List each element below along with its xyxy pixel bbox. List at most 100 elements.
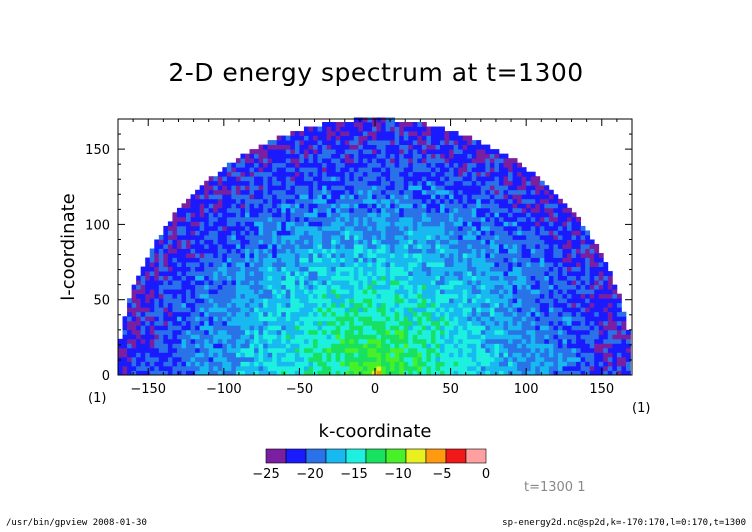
field-cell (353, 158, 359, 164)
field-cell (362, 325, 368, 331)
field-cell (530, 189, 536, 195)
field-cell (294, 370, 300, 376)
field-cell (313, 289, 318, 295)
field-cell (521, 189, 527, 195)
field-cell (235, 194, 241, 200)
field-cell (244, 302, 250, 308)
field-cell (186, 203, 191, 209)
field-cell (349, 207, 355, 213)
field-cell (553, 352, 559, 358)
field-cell (458, 266, 464, 272)
field-cell (576, 320, 581, 326)
field-cell (603, 352, 609, 358)
field-cell (548, 253, 554, 258)
field-cell (381, 234, 386, 240)
field-cell (281, 365, 287, 371)
field-cell (421, 171, 427, 177)
field-cell (512, 275, 518, 281)
field-cell (589, 307, 595, 313)
field-cell (272, 171, 278, 177)
field-cell (276, 365, 282, 371)
field-cell (290, 253, 296, 258)
field-cell (190, 262, 196, 267)
field-cell (612, 365, 618, 371)
field-cell (508, 334, 513, 340)
field-cell (199, 194, 205, 200)
field-cell (199, 302, 205, 308)
field-cell (322, 356, 328, 362)
field-cell (362, 203, 368, 209)
field-cell (403, 338, 409, 344)
field-cell (358, 135, 364, 141)
field-cell (217, 284, 223, 290)
field-cell (186, 325, 191, 331)
field-cell (430, 194, 436, 200)
field-cell (199, 325, 205, 331)
field-cell (458, 198, 464, 204)
field-cell (544, 338, 550, 344)
field-cell (476, 311, 482, 317)
field-cell (367, 298, 373, 304)
field-cell (508, 180, 513, 186)
field-cell (303, 271, 309, 277)
field-cell (594, 293, 600, 299)
field-cell (254, 167, 259, 173)
field-cell (576, 271, 581, 277)
field-cell (226, 198, 232, 204)
field-cell (485, 189, 491, 195)
field-cell (190, 289, 196, 295)
field-cell (181, 347, 187, 353)
field-cell (199, 266, 205, 272)
field-cell (258, 352, 264, 358)
field-cell (621, 329, 627, 335)
field-cell (453, 230, 459, 236)
field-cell (467, 280, 473, 286)
field-cell (244, 189, 250, 195)
field-cell (303, 347, 309, 353)
field-cell (471, 329, 477, 335)
field-cell (489, 338, 495, 344)
field-cell (258, 234, 264, 240)
field-cell (358, 356, 364, 362)
field-cell (494, 365, 500, 371)
field-cell (594, 284, 600, 290)
field-cell (598, 302, 604, 308)
field-cell (353, 280, 359, 286)
field-cell (122, 325, 128, 331)
field-cell (385, 307, 391, 313)
field-cell (213, 365, 219, 371)
field-cell (580, 262, 586, 267)
field-cell (471, 153, 477, 159)
field-cell (353, 135, 359, 141)
field-cell (462, 347, 468, 353)
field-cell (326, 356, 332, 362)
field-cell (399, 370, 405, 376)
field-cell (607, 316, 613, 322)
field-cell (517, 189, 523, 195)
field-cell (503, 307, 509, 313)
field-cell (208, 243, 214, 249)
field-cell (557, 284, 563, 290)
field-cell (231, 266, 237, 272)
field-cell (204, 329, 210, 335)
field-cell (440, 343, 445, 349)
field-cell (585, 338, 591, 344)
field-cell (530, 316, 536, 322)
field-cell (303, 207, 309, 213)
field-cell (381, 302, 386, 308)
field-cell (580, 284, 586, 290)
field-cell (399, 284, 405, 290)
field-cell (167, 347, 173, 353)
field-cell (145, 334, 151, 340)
field-cell (181, 225, 187, 231)
field-cell (317, 176, 323, 182)
field-cell (566, 216, 572, 222)
field-cell (403, 334, 409, 340)
field-cell (281, 230, 287, 236)
field-cell (322, 338, 328, 344)
field-cell (358, 253, 364, 258)
field-cell (521, 343, 527, 349)
field-cell (517, 311, 523, 317)
field-cell (240, 203, 246, 209)
field-cell (317, 144, 323, 150)
